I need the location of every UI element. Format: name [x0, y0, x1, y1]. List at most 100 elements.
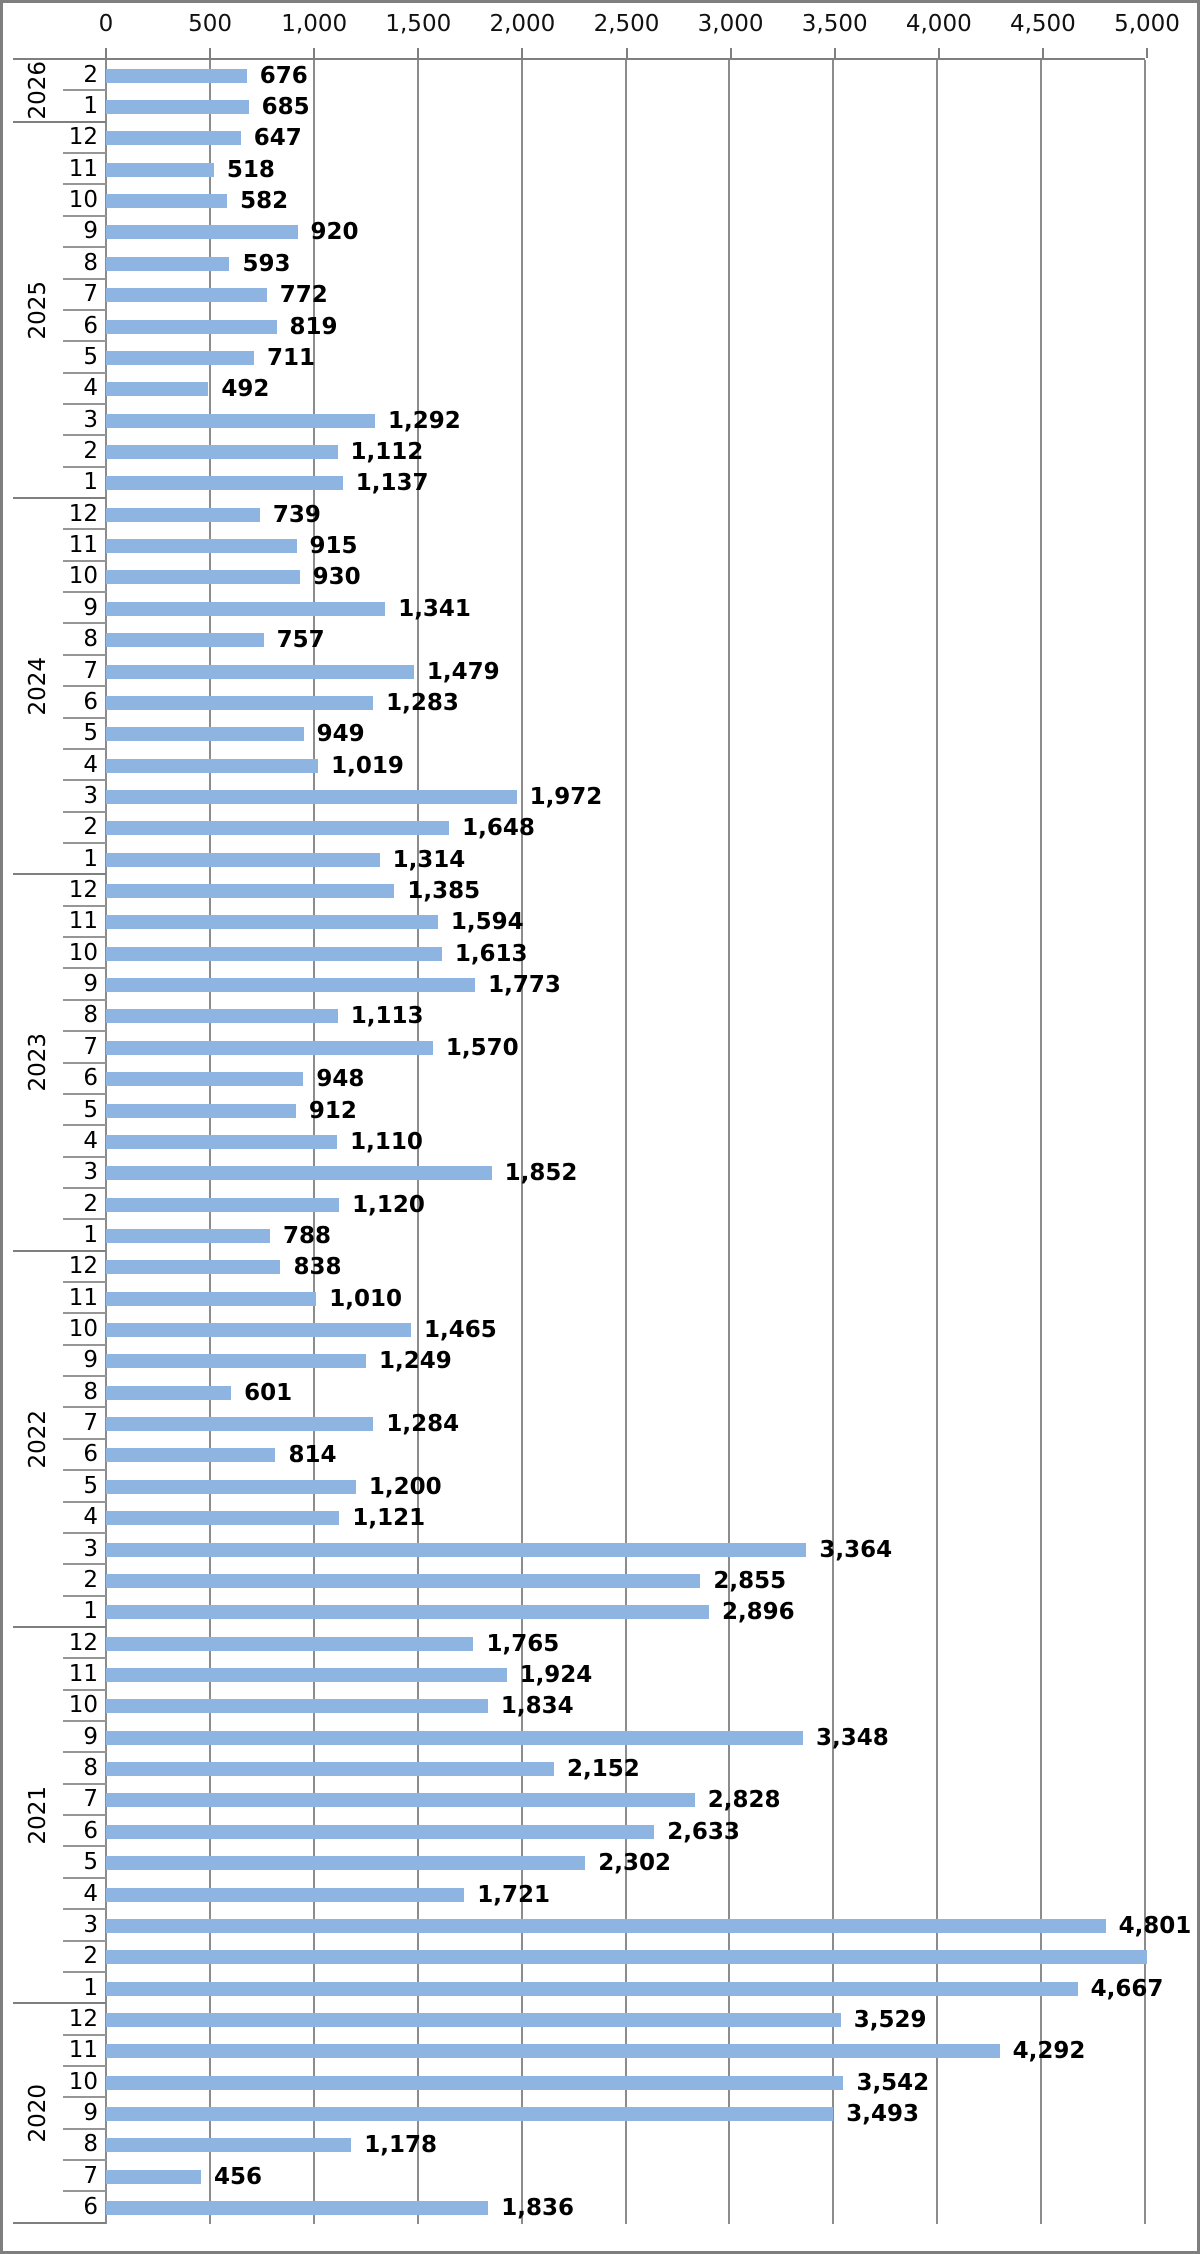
bar-value-label: 1,765 [486, 1630, 560, 1657]
year-cell: 2021 [13, 1628, 63, 2002]
year-cell: 2023 [13, 875, 63, 1249]
bar-value-label: 1,721 [477, 1881, 551, 1908]
month-label: 7 [63, 1785, 106, 1817]
bar-row: 3,493 [106, 2098, 1147, 2129]
month-label: 1 [83, 845, 98, 872]
bar-value-label: 1,283 [386, 689, 459, 716]
bar-value-label: 757 [276, 627, 325, 654]
month-label: 8 [63, 1001, 106, 1033]
bar-value-label: 912 [308, 1097, 357, 1124]
bar-row: 1,465 [106, 1314, 1147, 1345]
bar [106, 68, 247, 83]
bar-value-label: 676 [259, 62, 308, 89]
bar-row: 2,302 [106, 1847, 1147, 1878]
bar-row: 1,852 [106, 1158, 1147, 1189]
bar [106, 476, 343, 491]
month-label: 3 [63, 1534, 106, 1566]
bar-row: 838 [106, 1252, 1147, 1283]
bar-value-label: 1,112 [350, 438, 424, 465]
axis-tick-mark [625, 48, 628, 58]
bar [106, 1197, 340, 1212]
year-label: 2026 [25, 61, 51, 120]
bar-value-label: 4,292 [1012, 2038, 1086, 2065]
year-cell: 2022 [13, 1252, 63, 1626]
month-label: 1 [83, 1974, 98, 2001]
bar [106, 1699, 488, 1714]
month-label: 11 [63, 907, 106, 939]
bar-row: 1,178 [106, 2130, 1147, 2161]
month-label: 7 [63, 656, 106, 688]
bar [106, 789, 517, 804]
bar-row: 1,010 [106, 1283, 1147, 1314]
bar-row: 456 [106, 2161, 1147, 2192]
bar [106, 2201, 489, 2216]
bar-value-label: 711 [267, 344, 316, 371]
month-label: 1 [83, 469, 98, 496]
bar [106, 1636, 474, 1651]
month-column: 12 11 10 9 8 7 6 5 4 3 2 1 [63, 123, 106, 497]
bar-value-label: 1,972 [529, 783, 603, 810]
axis-tick-label: 1,500 [385, 11, 452, 37]
year-label: 2021 [25, 1785, 51, 1845]
bar-value-label: 1,479 [426, 658, 500, 685]
bar-value-label: 456 [213, 2163, 262, 2190]
year-cell: 2026 [13, 60, 63, 121]
bar [106, 946, 442, 961]
month-label: 8 [63, 624, 106, 656]
bar [106, 444, 338, 459]
month-label: 4 [63, 1126, 106, 1158]
bar-row: 685 [106, 91, 1147, 122]
bar [106, 852, 380, 867]
month-label: 11 [63, 154, 106, 186]
bar-value-label: 1,121 [352, 1505, 426, 1532]
month-label: 9 [63, 217, 106, 249]
bar-value-label: 3,529 [853, 2006, 927, 2033]
month-label: 12 [63, 2004, 106, 2036]
bar-row: 739 [106, 499, 1147, 530]
bar-row: 930 [106, 562, 1147, 593]
month-label: 6 [63, 687, 106, 719]
bar-row: 1,570 [106, 1032, 1147, 1063]
bar-value-label: 1,594 [450, 909, 524, 936]
bar-row: 1,613 [106, 938, 1147, 969]
month-label: 10 [63, 938, 106, 970]
bar [106, 131, 241, 146]
bar-row: 711 [106, 342, 1147, 373]
bar-row: 2,828 [106, 1785, 1147, 1816]
bar-row: 582 [106, 185, 1147, 216]
axis-tick-label: 2,000 [489, 11, 556, 37]
bar [106, 1511, 340, 1526]
plot-column: 647 518 582 920 593 772 819 711 492 1,292 1,112 1,1… [106, 123, 1147, 499]
bar-row: 788 [106, 1220, 1147, 1251]
bar-value-label: 1,341 [398, 595, 471, 622]
bar-row: 4,292 [106, 2036, 1147, 2067]
bar-row: 1,479 [106, 656, 1147, 687]
bar [106, 2169, 201, 2184]
bar [106, 162, 214, 177]
month-column: 12 11 10 9 8 7 6 5 4 3 2 1 [63, 875, 106, 1249]
axis-tick-label: 4,500 [1009, 11, 1076, 37]
month-column: 12 11 10 9 8 7 6 5 4 3 2 1 [63, 1252, 106, 1626]
month-label: 8 [63, 248, 106, 280]
bar [106, 1385, 232, 1400]
month-column: 12 11 10 9 8 7 6 [63, 2004, 106, 2222]
bar [106, 1134, 338, 1149]
month-label: 8 [63, 2130, 106, 2162]
month-label: 8 [63, 1377, 106, 1409]
month-label: 10 [63, 2067, 106, 2099]
bar [106, 507, 260, 522]
plot-column: 1,765 1,924 1,834 3,348 2,152 2,828 2,633 2,302… [106, 1628, 1191, 2004]
month-label: 4 [63, 1503, 106, 1534]
axis-tick-mark [937, 48, 940, 58]
bar-row: 1,120 [106, 1189, 1147, 1220]
year-label: 2023 [25, 1033, 51, 1092]
month-label: 1 [83, 1221, 98, 1248]
gridline [832, 60, 835, 2224]
bar-value-label: 2,828 [707, 1787, 781, 1814]
bar-value-label: 1,465 [424, 1317, 497, 1344]
month-label: 5 [63, 1471, 106, 1503]
bar-value-label: 739 [272, 501, 321, 528]
axis-tick-mark [1041, 48, 1044, 58]
bar-row: 1,648 [106, 813, 1147, 844]
month-label: 10 [63, 1314, 106, 1346]
